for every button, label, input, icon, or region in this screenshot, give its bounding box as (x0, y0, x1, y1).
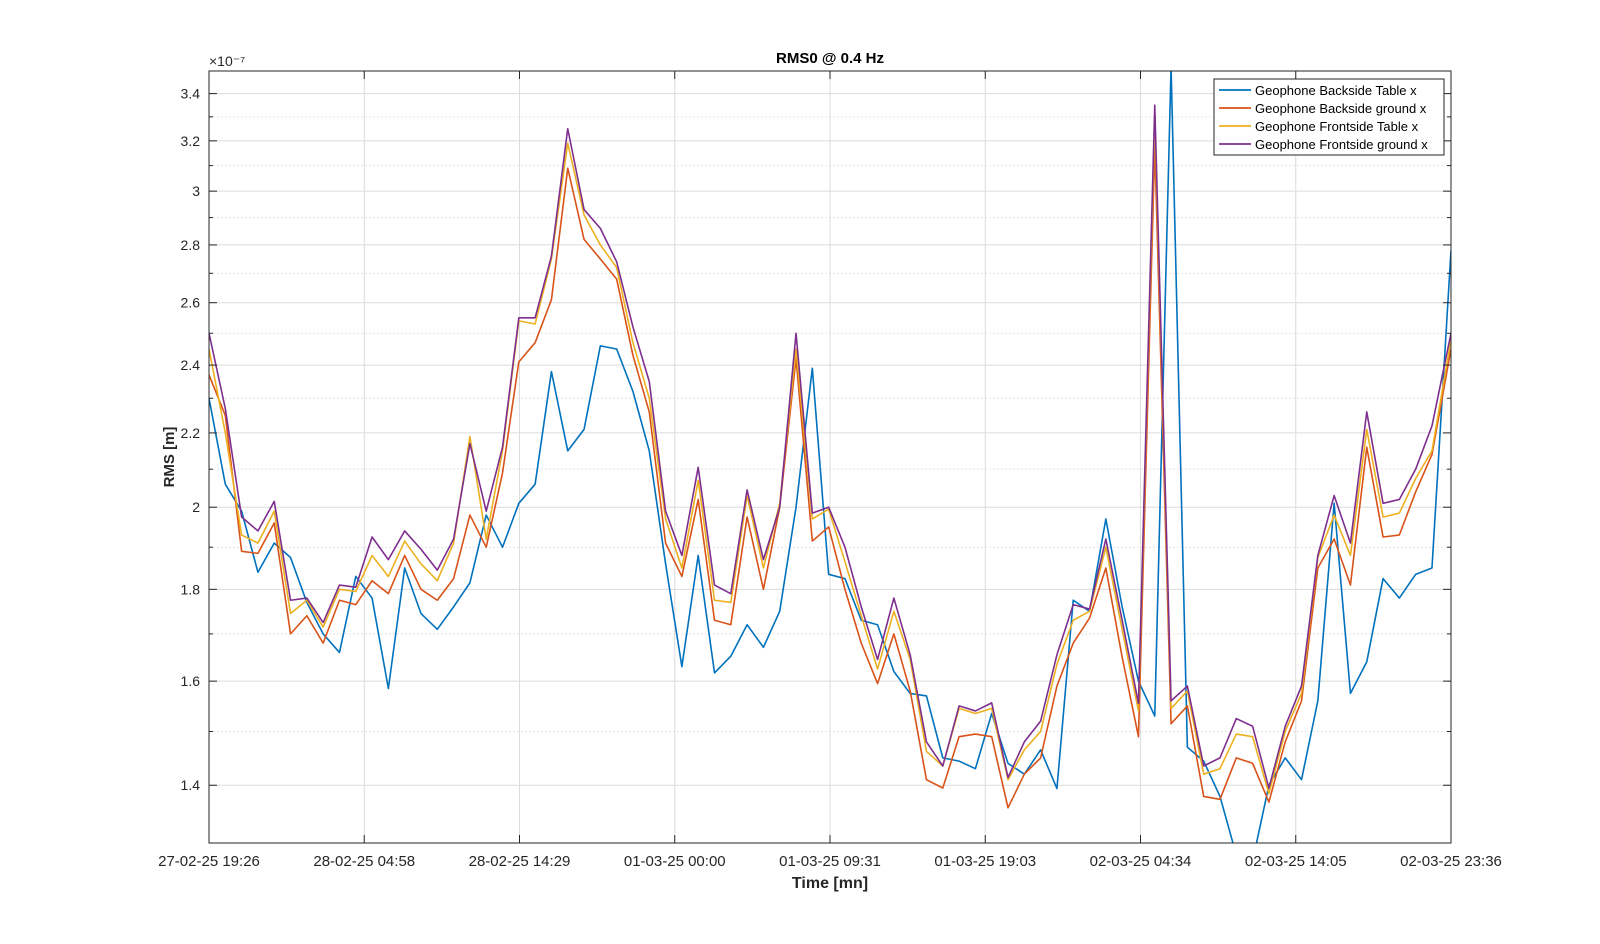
y-tick-label: 1.8 (181, 581, 201, 597)
y-tick-label: 2.2 (181, 425, 201, 441)
axis-ticks (208, 70, 1452, 844)
x-tick-label: 02-03-25 04:34 (1090, 853, 1192, 870)
y-tick-label: 3.4 (181, 86, 201, 102)
y-tick-label: 2.8 (181, 237, 201, 253)
x-tick-label: 01-03-25 19:03 (934, 853, 1036, 870)
chart-title: RMS0 @ 0.4 Hz (776, 50, 884, 67)
legend-label-1: Geophone Backside Table x (1255, 83, 1417, 98)
y-tick-label: 3.2 (181, 133, 201, 149)
legend-box (1213, 78, 1445, 156)
y-tick-label: 3 (192, 183, 200, 199)
x-tick-labels: 27-02-25 19:26 28-02-25 04:58 28-02-25 14:… (158, 853, 1502, 870)
series-line-1 (209, 71, 1451, 843)
x-axis-label: Time [mn] (792, 875, 868, 892)
series-layer (209, 71, 1451, 843)
y-tick-label: 2.6 (181, 295, 201, 311)
legend-label-2: Geophone Backside ground x (1255, 101, 1427, 116)
series-line-2 (209, 144, 1451, 809)
legend-label-3: Geophone Frontside Table x (1255, 119, 1419, 134)
x-tick-label: 28-02-25 04:58 (313, 853, 415, 870)
major-grid (209, 71, 1451, 843)
legend-label-4: Geophone Frontside ground x (1255, 137, 1428, 152)
x-tick-label: 28-02-25 14:29 (469, 853, 571, 870)
x-tick-label: 27-02-25 19:26 (158, 853, 260, 870)
series-line-4 (209, 104, 1451, 789)
y-exponent-label: ×10⁻⁷ (209, 53, 245, 69)
y-tick-label: 2.4 (181, 357, 201, 373)
x-tick-label: 01-03-25 00:00 (624, 853, 726, 870)
y-tick-label: 2 (192, 499, 200, 515)
x-tick-label: 02-03-25 14:05 (1245, 853, 1347, 870)
y-axis-label: RMS [m] (161, 427, 178, 488)
y-tick-labels: 1.4 1.6 1.8 2 2.2 2.4 2.6 2.8 3 3.2 3.4 (181, 86, 201, 794)
y-tick-label: 1.6 (181, 673, 201, 689)
legend: Geophone Backside Table x Geophone Backsi… (1213, 78, 1445, 156)
x-tick-label: 01-03-25 09:31 (779, 853, 881, 870)
x-tick-label: 02-03-25 23:36 (1400, 853, 1502, 870)
y-tick-label: 1.4 (181, 777, 201, 793)
